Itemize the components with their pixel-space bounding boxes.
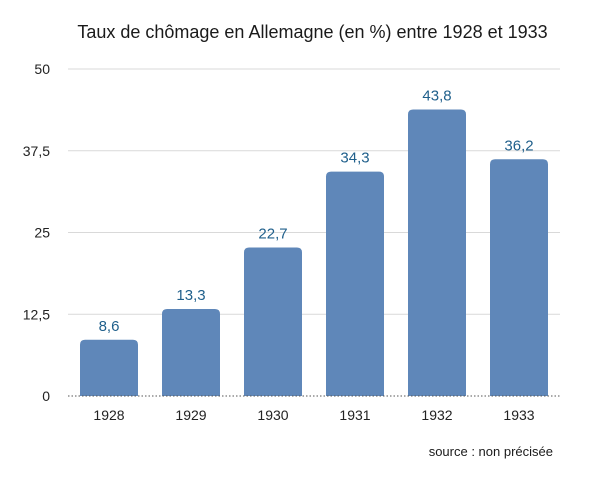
data-label-1930: 22,7	[258, 226, 287, 243]
bar-1930	[244, 247, 302, 396]
x-tick-label-1932: 1932	[421, 407, 452, 423]
x-axis-tick-labels: 1928 1929 1930 1931 1932 1933	[93, 407, 534, 423]
x-tick-label-1931: 1931	[339, 407, 370, 423]
data-labels: 8,6 13,3 22,7 34,3 43,8 36,2	[99, 88, 534, 335]
bar-1933	[490, 159, 548, 396]
x-tick-label-1930: 1930	[257, 407, 288, 423]
y-tick-label: 0	[42, 388, 50, 404]
x-tick-label-1928: 1928	[93, 407, 124, 423]
bar-1932	[408, 109, 466, 396]
x-tick-label-1933: 1933	[503, 407, 534, 423]
x-tick-label-1929: 1929	[175, 407, 206, 423]
gridlines	[68, 68, 560, 315]
data-label-1928: 8,6	[99, 318, 120, 335]
data-label-1932: 43,8	[422, 88, 451, 105]
y-tick-label: 37,5	[23, 143, 50, 159]
data-label-1929: 13,3	[176, 287, 205, 304]
data-label-1933: 36,2	[504, 137, 533, 154]
y-tick-label: 12,5	[23, 306, 50, 322]
chart-source-note: source : non précisée	[428, 444, 553, 459]
bar-1928	[80, 339, 138, 396]
y-tick-label: 50	[34, 61, 50, 77]
bar-1931	[326, 171, 384, 396]
data-label-1931: 34,3	[340, 150, 369, 167]
y-axis-tick-labels: 0 12,5 25 37,5 50	[23, 61, 50, 404]
bar-1929	[162, 309, 220, 396]
chart-title: Taux de chômage en Allemagne (en %) entr…	[77, 22, 548, 42]
y-tick-label: 25	[34, 225, 50, 241]
bars	[80, 109, 548, 396]
